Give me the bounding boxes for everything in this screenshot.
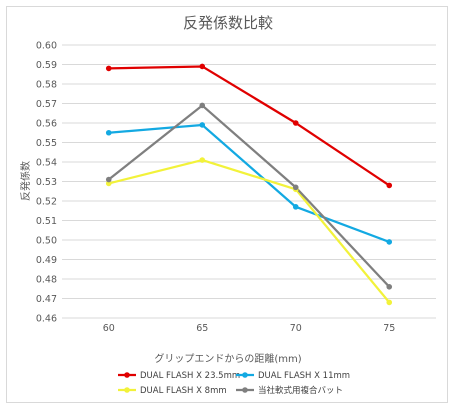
x-tick-label: 65: [196, 323, 208, 334]
data-point: [105, 180, 112, 187]
data-point: [292, 120, 299, 126]
y-tick-label: 0.46: [36, 314, 57, 325]
y-tick-label: 0.47: [36, 294, 57, 305]
legend-swatch-marker: [242, 372, 248, 378]
data-point: [292, 184, 299, 191]
legend-item: DUAL FLASH X 23.5mm: [118, 371, 240, 381]
series-line-3: [108, 104, 391, 288]
x-axis-ticks: 60 65 70 75: [103, 323, 396, 334]
x-tick-label: 60: [103, 323, 115, 334]
legend-swatch-marker: [242, 387, 248, 393]
x-axis-label: グリップエンドからの距離(mm): [154, 352, 301, 365]
y-tick-label: 0.48: [36, 275, 57, 286]
legend-label: DUAL FLASH X 23.5mm: [140, 371, 240, 381]
data-point: [105, 65, 112, 72]
legend-label: 当社軟式用複合バット: [258, 385, 343, 396]
grid-lines: [62, 44, 436, 319]
y-tick-label: 0.50: [36, 236, 57, 247]
legend-item: DUAL FLASH X 8mm: [118, 386, 227, 396]
legend-label: DUAL FLASH X 11mm: [258, 371, 350, 381]
legend-swatch-marker: [124, 387, 130, 393]
data-point: [386, 284, 393, 290]
data-point: [199, 102, 206, 109]
y-tick-label: 0.54: [36, 158, 57, 169]
y-tick-label: 0.52: [36, 197, 57, 208]
x-tick-label: 70: [290, 323, 302, 334]
y-tick-label: 0.51: [36, 216, 57, 227]
chart-title: 反発係数比較: [183, 14, 273, 32]
series-line-1: [108, 123, 390, 244]
y-tick-label: 0.57: [36, 99, 57, 110]
series-lines: [108, 65, 391, 304]
data-point: [199, 63, 206, 70]
y-axis-ticks: 0.60 0.59 0.58 0.57 0.56 0.55 0.54 0.53 0.52 0.51…: [36, 41, 57, 325]
y-tick-label: 0.58: [36, 80, 57, 91]
chart-frame: [6, 6, 448, 403]
data-point: [386, 299, 393, 306]
y-tick-label: 0.60: [36, 41, 57, 52]
y-tick-label: 0.55: [36, 138, 57, 149]
series-points: [105, 63, 393, 306]
legend-item: DUAL FLASH X 11mm: [236, 371, 350, 381]
series-line-2: [108, 158, 391, 304]
data-point: [386, 182, 393, 189]
x-tick-label: 75: [383, 323, 395, 334]
legend: DUAL FLASH X 23.5mm DUAL FLASH X 11mm DUAL…: [118, 371, 350, 396]
y-tick-label: 0.56: [36, 119, 57, 130]
y-tick-label: 0.49: [36, 255, 57, 266]
legend-swatch-marker: [124, 372, 130, 378]
data-point: [105, 129, 112, 136]
y-tick-label: 0.59: [36, 60, 57, 71]
data-point: [292, 204, 299, 210]
data-point: [199, 157, 206, 163]
data-point: [199, 122, 206, 128]
y-axis-label: 反発係数: [19, 161, 32, 201]
legend-label: DUAL FLASH X 8mm: [140, 386, 227, 396]
y-tick-label: 0.53: [36, 177, 57, 188]
series-line-0: [108, 65, 390, 187]
data-point: [386, 239, 393, 245]
legend-item: 当社軟式用複合バット: [236, 385, 343, 396]
data-point: [105, 176, 112, 183]
